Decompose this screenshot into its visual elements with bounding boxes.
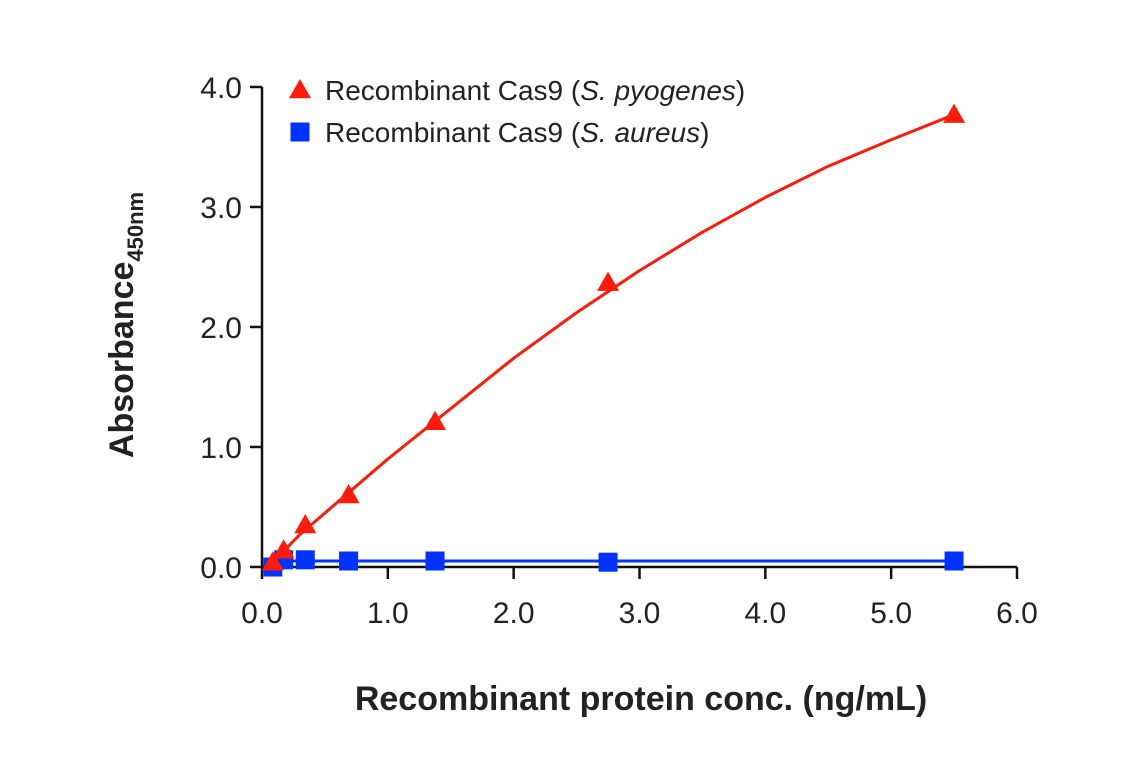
y-tick-label: 0.0 [200, 552, 242, 585]
legend-marker-pyogenes [289, 79, 311, 99]
legend-label-prefix: Recombinant Cas9 ( [325, 117, 581, 148]
legend-entry-aureus: Recombinant Cas9 (S. aureus) [290, 117, 709, 148]
legend-label-suffix: ) [700, 117, 709, 148]
y-axis-title: Absorbance450nm [103, 192, 148, 458]
y-axis-title-main: Absorbance [103, 262, 141, 459]
data-point-pyogenes [597, 271, 620, 291]
legend: Recombinant Cas9 (S. pyogenes)Recombinan… [289, 75, 745, 148]
data-point-pyogenes [424, 410, 447, 431]
series-layer [261, 103, 966, 577]
data-point-aureus [425, 551, 445, 571]
legend-entry-pyogenes: Recombinant Cas9 (S. pyogenes) [289, 75, 745, 106]
x-tick-label: 6.0 [996, 597, 1038, 630]
data-point-pyogenes [943, 103, 966, 123]
y-axis-title-subscript: 450nm [123, 192, 148, 262]
data-point-aureus [944, 551, 964, 571]
legend-label-suffix: ) [736, 75, 745, 106]
y-tick-label: 3.0 [200, 192, 242, 225]
x-tick-label: 2.0 [493, 597, 535, 630]
y-tick-label: 4.0 [200, 72, 242, 105]
axes: 0.0 1.0 2.0 3.0 4.0 0.0 1.0 2.0 3.0 4.0 5.0 6.0 [200, 72, 1038, 630]
legend-marker-aureus [290, 122, 310, 142]
data-point-pyogenes [272, 539, 295, 559]
x-tick-label: 5.0 [870, 597, 912, 630]
x-tick-label: 3.0 [619, 597, 661, 630]
legend-label-species: S. pyogenes [580, 75, 736, 106]
data-point-aureus [598, 552, 618, 572]
data-point-pyogenes [294, 514, 317, 534]
series-aureus [263, 550, 964, 577]
x-tick-label: 1.0 [367, 597, 409, 630]
fit-line-pyogenes [271, 113, 956, 564]
legend-label-aureus: Recombinant Cas9 (S. aureus) [325, 117, 709, 148]
x-tick-label: 0.0 [241, 597, 283, 630]
data-point-aureus [295, 550, 315, 570]
x-axis-title: Recombinant protein conc. (ng/mL) [355, 680, 927, 718]
series-pyogenes [261, 103, 966, 571]
data-point-pyogenes [337, 484, 360, 504]
legend-label-prefix: Recombinant Cas9 ( [325, 75, 581, 106]
x-tick-label: 4.0 [744, 597, 786, 630]
legend-label-pyogenes: Recombinant Cas9 (S. pyogenes) [325, 75, 745, 106]
data-point-aureus [339, 551, 359, 571]
legend-label-species: S. aureus [580, 117, 700, 148]
y-tick-label: 2.0 [200, 312, 242, 345]
data-point-pyogenes [261, 551, 284, 571]
y-tick-label: 1.0 [200, 432, 242, 465]
